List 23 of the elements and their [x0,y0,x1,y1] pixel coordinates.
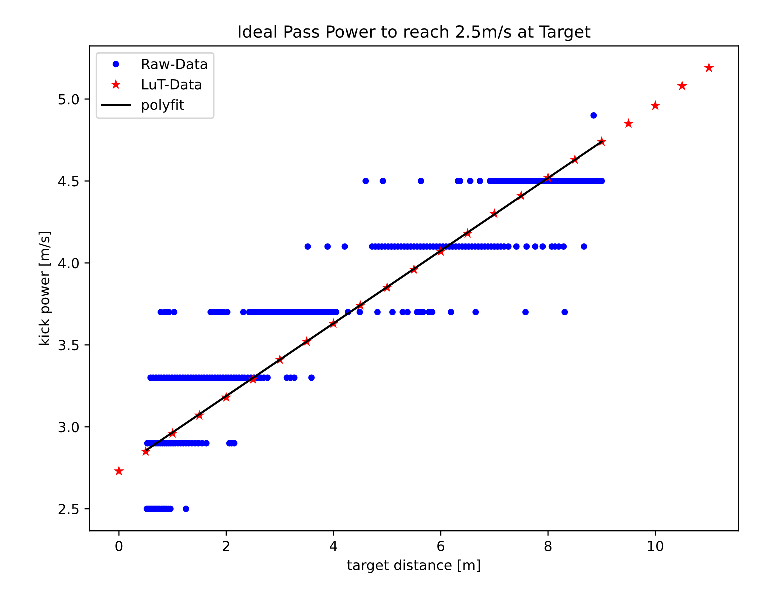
chart-title: Ideal Pass Power to reach 2.5m/s at Target [238,25,591,42]
x-tick-label: 4 [330,541,338,552]
point [114,466,124,476]
legend-label: LuT-Data [142,79,202,90]
y-axis-title: kick power [m/s] [38,232,52,346]
y-tick-label: 3.0 [58,422,80,433]
point [623,118,634,128]
point [704,62,714,73]
x-axis-title: target distance [m] [347,560,480,574]
x-tick-label: 0 [116,540,123,552]
y-tick-label: 5.0 [58,94,80,105]
y-tick-label: 4.5 [58,176,79,187]
y-tick-label: 3.5 [58,340,79,351]
point [677,80,688,91]
point [650,100,661,110]
x-tick-label: 2 [223,540,230,552]
x-tick-label: 6 [438,540,445,552]
legend-label: polyfit [142,99,184,113]
legend-label: Raw-Data [142,59,208,70]
y-tick-label: 4.0 [58,258,80,269]
y-tick-label: 2.5 [58,504,79,515]
x-tick-label: 10 [648,540,664,552]
x-tick-label: 8 [544,540,552,552]
